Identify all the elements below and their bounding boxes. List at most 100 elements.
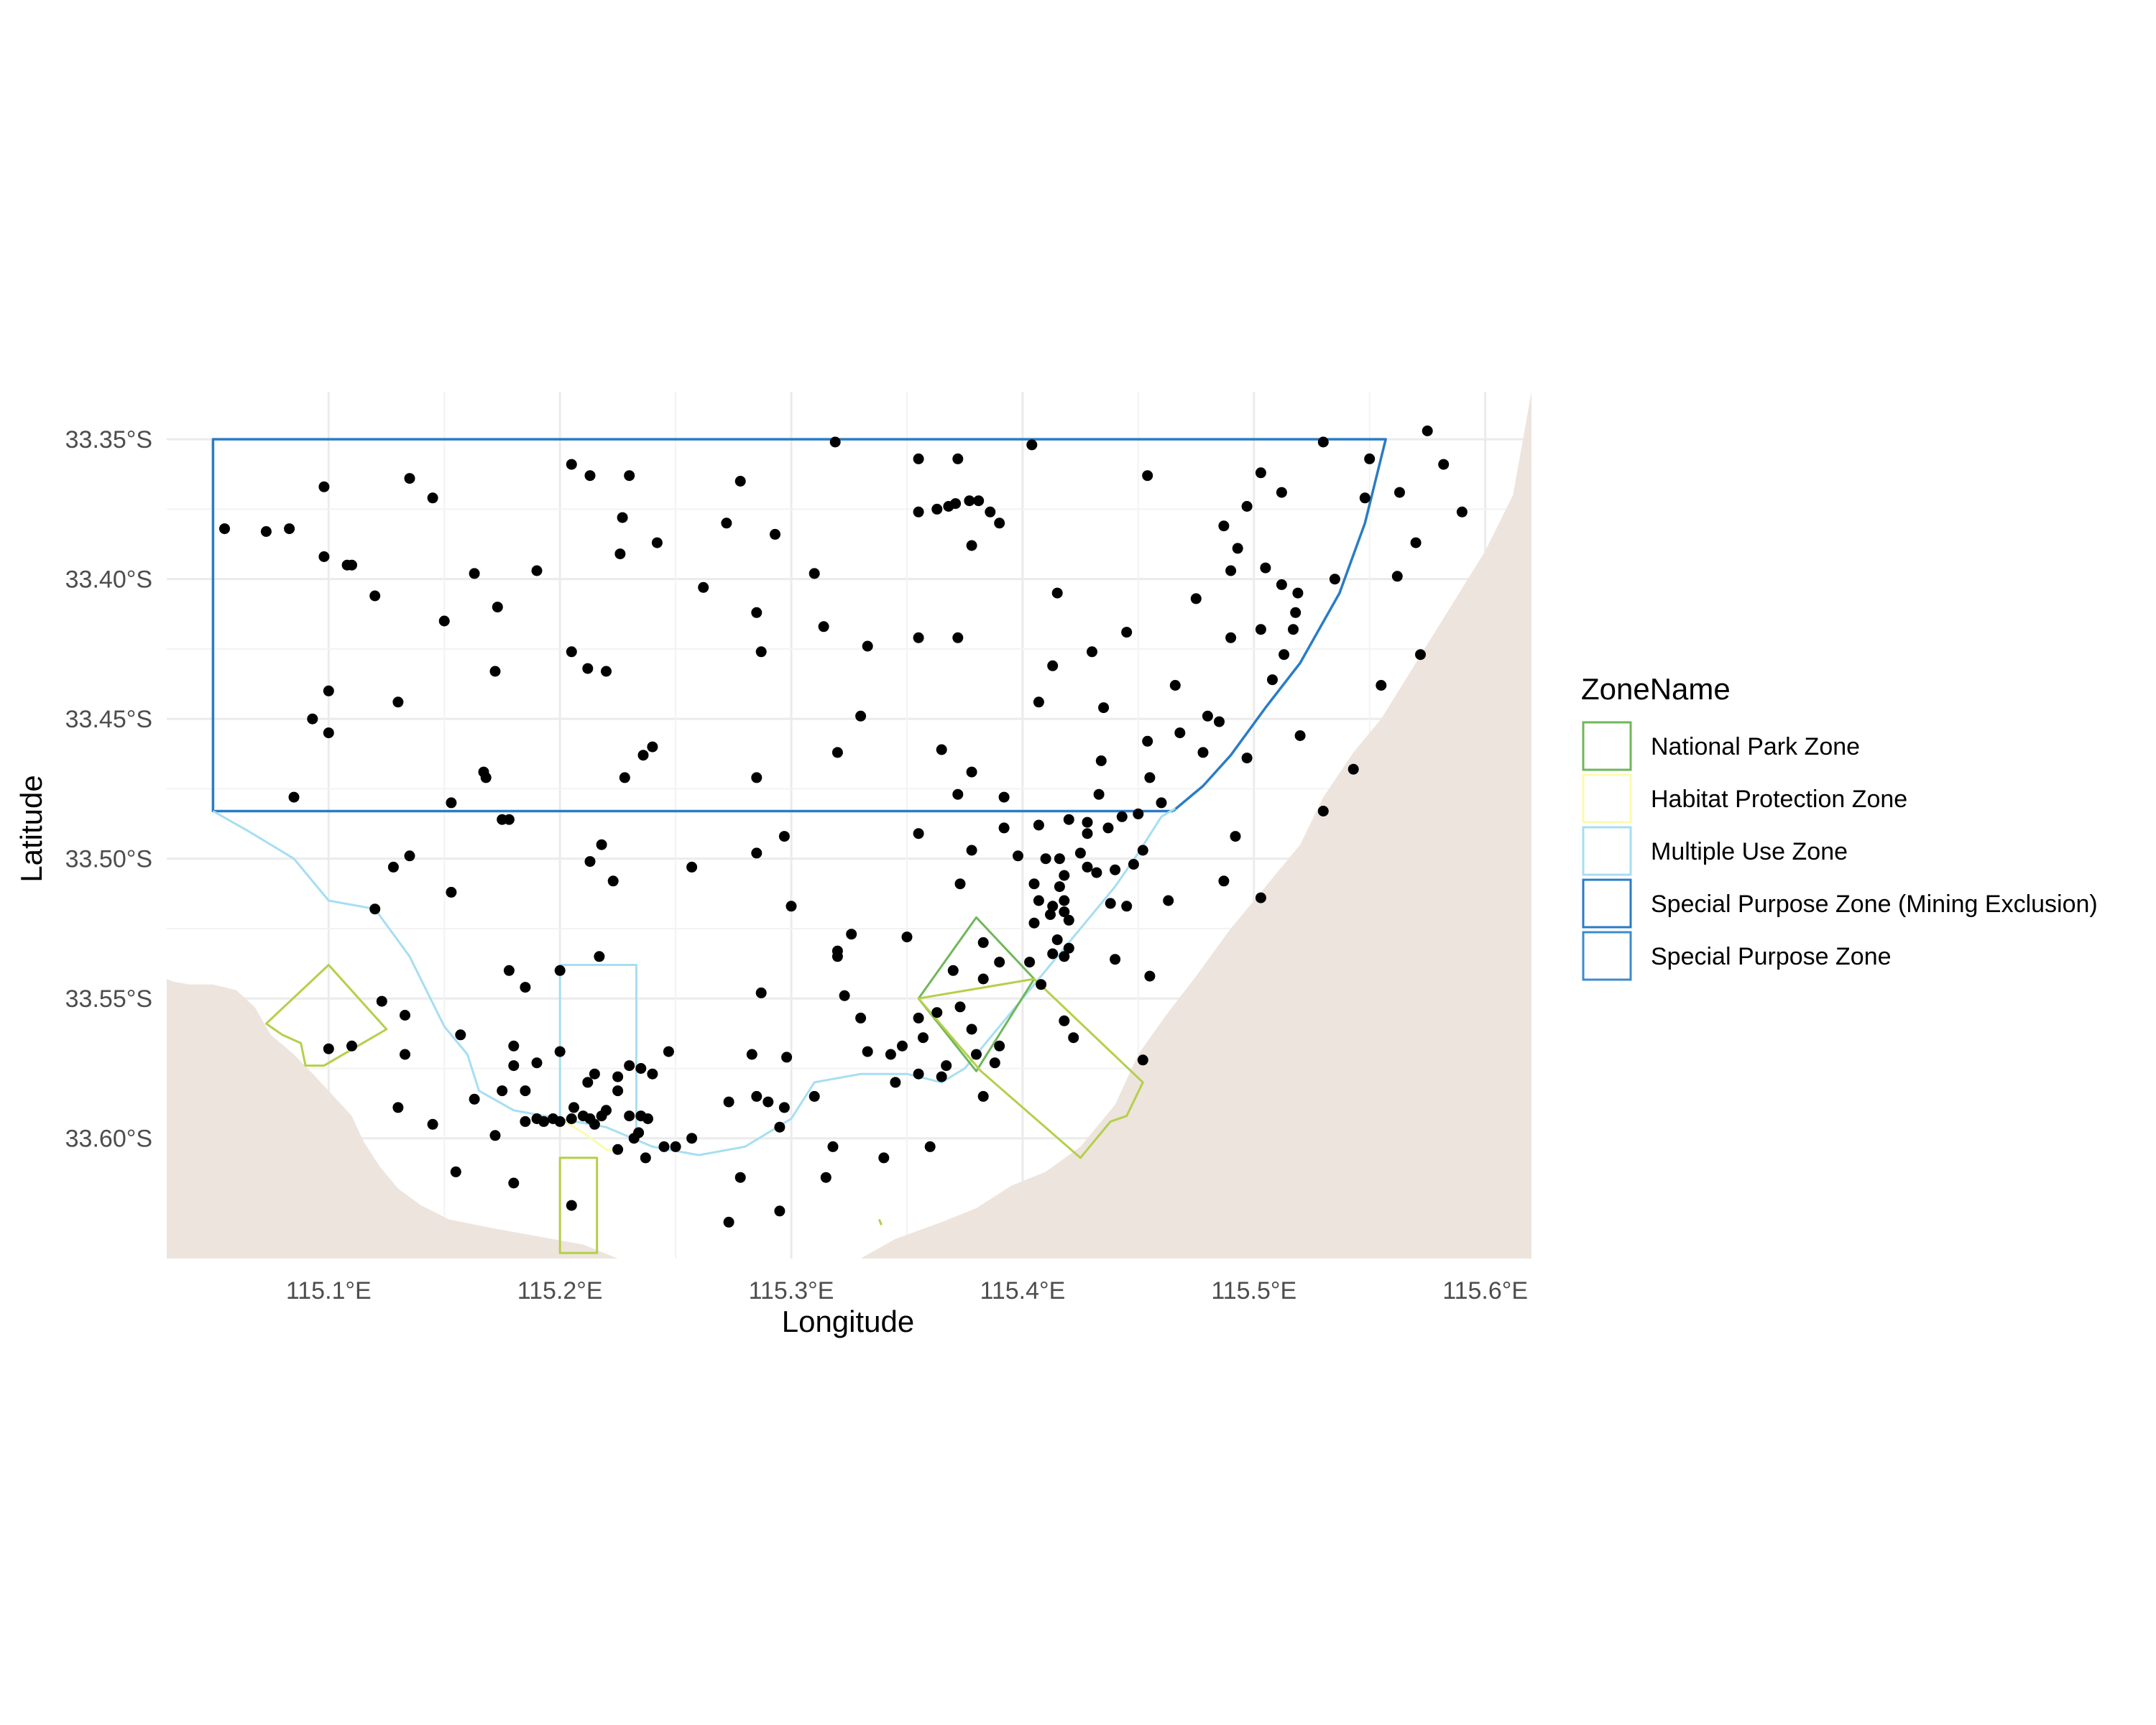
data-point (307, 713, 318, 724)
data-point (878, 1152, 890, 1164)
data-point (1121, 901, 1133, 912)
data-point (913, 506, 924, 518)
data-point (913, 828, 924, 840)
data-point (1294, 730, 1306, 741)
data-point (508, 1177, 520, 1189)
data-point (952, 632, 964, 643)
data-point (1028, 917, 1040, 929)
data-point (1102, 822, 1114, 834)
data-point (973, 495, 985, 507)
data-point (1359, 492, 1370, 504)
legend-label: National Park Zone (1651, 733, 1860, 760)
data-point (1241, 501, 1253, 512)
y-tick-label: 33.60°S (65, 1126, 152, 1153)
data-point (977, 937, 989, 948)
data-point (346, 1040, 357, 1052)
data-point (862, 640, 873, 652)
data-point (601, 666, 612, 677)
data-point (323, 1043, 334, 1054)
data-point (778, 1102, 790, 1113)
data-point (1063, 814, 1074, 825)
data-point (723, 1096, 734, 1108)
data-point (964, 495, 975, 507)
data-point (376, 995, 387, 1007)
legend-label: Special Purpose Zone (Mining Exclusion) (1651, 891, 2098, 918)
data-point (589, 1118, 600, 1130)
data-point (612, 1071, 624, 1082)
data-point (1218, 520, 1230, 532)
data-point (778, 831, 790, 842)
data-point (1241, 753, 1253, 764)
data-point (446, 886, 457, 898)
data-point (941, 1060, 952, 1072)
data-point (637, 750, 649, 761)
data-point (1410, 537, 1422, 548)
data-point (971, 1049, 982, 1060)
data-point (508, 1060, 520, 1072)
data-point (1074, 847, 1086, 859)
y-tick-label: 33.45°S (65, 706, 152, 733)
data-point (1054, 853, 1065, 865)
data-point (755, 646, 767, 658)
data-point (1218, 875, 1230, 887)
data-point (698, 581, 709, 593)
data-point (1128, 859, 1139, 870)
zone-multiple-use-zone (212, 807, 1176, 1156)
zone-special-purpose-zone-mining-exclusion (211, 438, 1387, 813)
x-tick-label: 115.1°E (286, 1277, 372, 1305)
y-tick-label: 33.40°S (65, 566, 152, 594)
data-point (1051, 587, 1063, 599)
data-point (1255, 892, 1266, 903)
data-point (400, 1010, 410, 1021)
data-point (977, 973, 989, 985)
legend-label: Habitat Protection Zone (1651, 786, 1907, 813)
data-point (913, 632, 924, 643)
data-point (1225, 565, 1237, 576)
data-point (624, 1110, 635, 1122)
data-point (1288, 624, 1299, 635)
data-point (1456, 506, 1468, 518)
data-point (318, 551, 330, 562)
legend-label: Special Purpose Zone (1651, 943, 1892, 970)
data-point (1059, 870, 1070, 881)
data-point (554, 1046, 566, 1057)
data-point (1225, 632, 1237, 643)
data-point (1033, 895, 1044, 906)
data-point (633, 1127, 645, 1138)
data-point (1045, 909, 1056, 920)
data-point (469, 568, 480, 579)
data-point (723, 1216, 734, 1228)
data-point (489, 666, 501, 677)
legend-title: ZoneName (1581, 672, 1731, 706)
data-point (1144, 970, 1156, 982)
data-point (931, 1007, 943, 1018)
data-point (1317, 806, 1329, 816)
land-west-headland (167, 979, 618, 1259)
data-point (952, 453, 964, 464)
data-point (1292, 587, 1304, 599)
data-point (1087, 646, 1097, 658)
data-point (1376, 680, 1387, 691)
data-point (1082, 861, 1093, 873)
legend-key (1582, 931, 1632, 981)
data-point (1144, 772, 1156, 783)
data-point (323, 685, 334, 696)
data-point (531, 565, 543, 576)
x-tick-label: 115.3°E (749, 1277, 834, 1305)
x-tick-label: 115.6°E (1442, 1277, 1528, 1305)
data-point (566, 1200, 577, 1211)
legend-key (1582, 826, 1632, 876)
data-point (480, 772, 492, 783)
data-point (890, 1077, 901, 1088)
data-point (1163, 895, 1174, 906)
data-point (640, 1152, 651, 1164)
data-point (808, 568, 820, 579)
data-point (492, 602, 503, 613)
data-point (1033, 819, 1044, 831)
data-point (1415, 649, 1426, 661)
y-tick-label: 33.50°S (65, 846, 152, 873)
data-point (400, 1049, 410, 1060)
x-tick-label: 115.2°E (517, 1277, 603, 1305)
data-point (387, 861, 399, 873)
data-point (950, 498, 962, 510)
